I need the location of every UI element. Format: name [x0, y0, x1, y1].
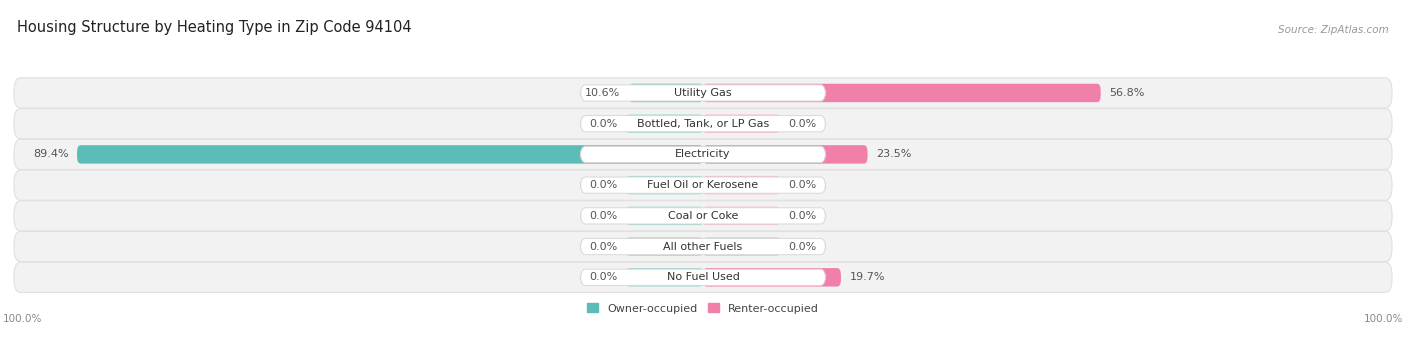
- FancyBboxPatch shape: [626, 207, 703, 225]
- FancyBboxPatch shape: [703, 207, 780, 225]
- Text: 0.0%: 0.0%: [589, 119, 617, 129]
- Text: 56.8%: 56.8%: [1109, 88, 1144, 98]
- Text: 19.7%: 19.7%: [849, 272, 884, 282]
- FancyBboxPatch shape: [581, 269, 825, 285]
- FancyBboxPatch shape: [626, 115, 703, 133]
- FancyBboxPatch shape: [628, 84, 703, 102]
- Text: Housing Structure by Heating Type in Zip Code 94104: Housing Structure by Heating Type in Zip…: [17, 20, 412, 35]
- FancyBboxPatch shape: [581, 177, 825, 193]
- FancyBboxPatch shape: [703, 115, 780, 133]
- Text: No Fuel Used: No Fuel Used: [666, 272, 740, 282]
- FancyBboxPatch shape: [626, 237, 703, 256]
- Text: Source: ZipAtlas.com: Source: ZipAtlas.com: [1278, 25, 1389, 35]
- FancyBboxPatch shape: [581, 146, 825, 163]
- Text: 0.0%: 0.0%: [589, 272, 617, 282]
- Legend: Owner-occupied, Renter-occupied: Owner-occupied, Renter-occupied: [586, 303, 820, 314]
- Text: Fuel Oil or Kerosene: Fuel Oil or Kerosene: [647, 180, 759, 190]
- FancyBboxPatch shape: [14, 139, 1392, 169]
- FancyBboxPatch shape: [703, 176, 780, 194]
- Text: Bottled, Tank, or LP Gas: Bottled, Tank, or LP Gas: [637, 119, 769, 129]
- Text: Coal or Coke: Coal or Coke: [668, 211, 738, 221]
- FancyBboxPatch shape: [14, 78, 1392, 108]
- FancyBboxPatch shape: [703, 237, 780, 256]
- FancyBboxPatch shape: [14, 108, 1392, 139]
- FancyBboxPatch shape: [14, 232, 1392, 262]
- Text: All other Fuels: All other Fuels: [664, 241, 742, 252]
- Text: 10.6%: 10.6%: [585, 88, 620, 98]
- FancyBboxPatch shape: [703, 145, 868, 164]
- FancyBboxPatch shape: [14, 262, 1392, 293]
- FancyBboxPatch shape: [581, 116, 825, 132]
- Text: 0.0%: 0.0%: [589, 180, 617, 190]
- Text: Utility Gas: Utility Gas: [675, 88, 731, 98]
- FancyBboxPatch shape: [14, 201, 1392, 231]
- Text: Electricity: Electricity: [675, 149, 731, 159]
- Text: 100.0%: 100.0%: [1364, 314, 1403, 324]
- FancyBboxPatch shape: [703, 84, 1101, 102]
- Text: 0.0%: 0.0%: [589, 241, 617, 252]
- Text: 0.0%: 0.0%: [789, 119, 817, 129]
- FancyBboxPatch shape: [14, 170, 1392, 200]
- FancyBboxPatch shape: [626, 268, 703, 286]
- Text: 89.4%: 89.4%: [32, 149, 69, 159]
- FancyBboxPatch shape: [626, 176, 703, 194]
- FancyBboxPatch shape: [581, 208, 825, 224]
- Text: 100.0%: 100.0%: [3, 314, 42, 324]
- FancyBboxPatch shape: [703, 268, 841, 286]
- Text: 23.5%: 23.5%: [876, 149, 911, 159]
- Text: 0.0%: 0.0%: [789, 180, 817, 190]
- Text: 0.0%: 0.0%: [789, 211, 817, 221]
- FancyBboxPatch shape: [581, 238, 825, 255]
- FancyBboxPatch shape: [77, 145, 703, 164]
- Text: 0.0%: 0.0%: [789, 241, 817, 252]
- FancyBboxPatch shape: [581, 85, 825, 101]
- Text: 0.0%: 0.0%: [589, 211, 617, 221]
